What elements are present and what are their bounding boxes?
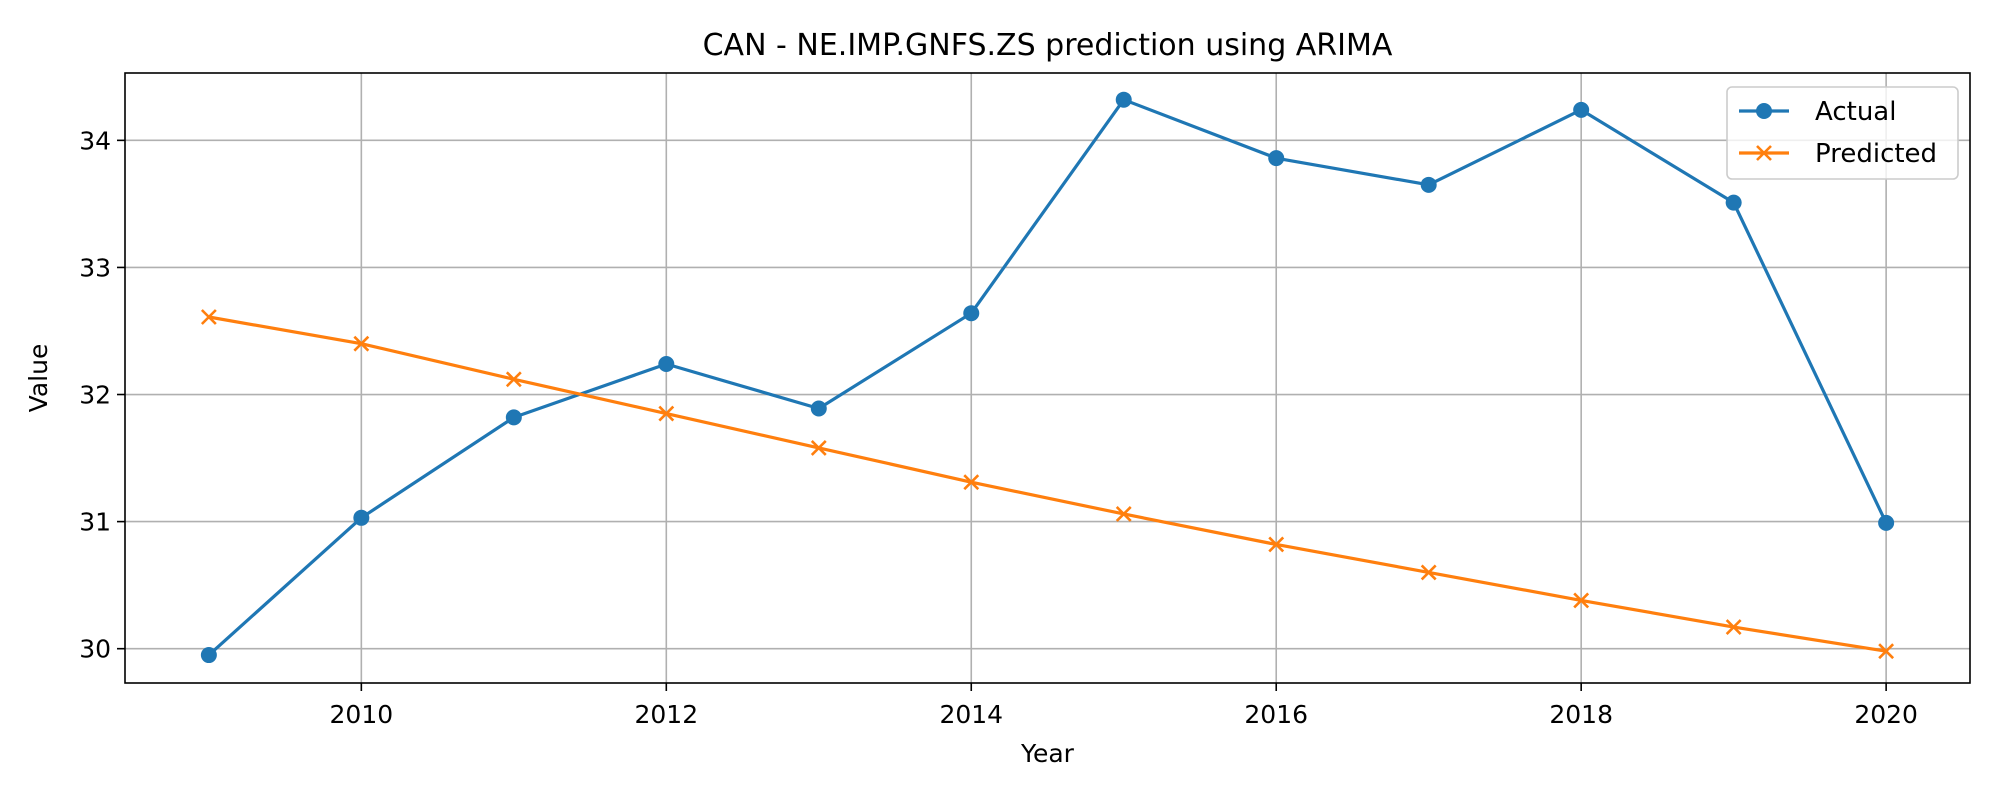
data-point-predicted (200, 309, 217, 325)
series-predicted (200, 309, 1895, 660)
y-tick-label: 30 (79, 635, 111, 664)
data-point-predicted (1115, 506, 1132, 522)
legend-item-predicted: Predicted (1739, 139, 1937, 169)
data-point-actual (1268, 150, 1285, 167)
y-axis-title: Value (24, 344, 53, 413)
data-point-actual (1725, 194, 1742, 211)
x-tick-label: 2012 (634, 700, 698, 729)
data-point-actual (353, 509, 370, 526)
y-tick-label: 31 (79, 508, 111, 537)
x-tick-label: 2014 (939, 700, 1003, 729)
data-point-predicted (1878, 643, 1895, 660)
data-point-actual (1115, 91, 1132, 108)
x-tick-label: 2018 (1549, 700, 1613, 729)
data-point-predicted (1573, 592, 1590, 609)
data-point-predicted (1725, 619, 1742, 636)
x-axis-title: Year (1020, 739, 1075, 768)
data-point-predicted (505, 371, 522, 388)
y-tick-label: 34 (79, 126, 111, 155)
data-point-actual (1420, 176, 1437, 193)
data-point-predicted (1420, 564, 1437, 581)
x-tick-label: 2010 (330, 700, 394, 729)
data-point-predicted (353, 335, 370, 352)
data-point-actual (1573, 101, 1590, 118)
data-point-actual (658, 356, 675, 373)
series-layer (200, 91, 1895, 664)
data-point-actual (810, 400, 827, 417)
legend-item-actual: Actual (1739, 97, 1896, 127)
data-point-actual (963, 305, 980, 322)
legend-label-actual: Actual (1815, 97, 1896, 127)
data-point-predicted (810, 439, 827, 456)
data-point-predicted (963, 474, 980, 491)
data-point-actual (505, 409, 522, 426)
chart-title: CAN - NE.IMP.GNFS.ZS prediction using AR… (703, 28, 1393, 63)
data-point-actual (1878, 514, 1895, 531)
legend-marker-actual (1756, 103, 1772, 119)
y-axis-ticks: 30 31 32 33 34 (79, 126, 125, 664)
y-tick-label: 33 (79, 253, 111, 282)
y-tick-label: 32 (79, 381, 111, 410)
series-line-actual (207, 98, 1888, 657)
legend: Actual Predicted (1726, 86, 1959, 180)
legend-marker-predicted (1756, 145, 1772, 161)
x-tick-label: 2020 (1854, 700, 1918, 729)
data-point-predicted (1268, 536, 1285, 553)
data-point-actual (200, 647, 217, 664)
series-line-predicted (208, 315, 1887, 653)
series-actual (200, 91, 1895, 664)
x-axis-ticks: 2010 2012 2014 2016 2018 2020 (330, 683, 1918, 729)
legend-label-predicted: Predicted (1815, 139, 1937, 169)
x-tick-label: 2016 (1244, 700, 1308, 729)
plot-frame (124, 72, 1971, 684)
data-point-predicted (658, 405, 675, 422)
